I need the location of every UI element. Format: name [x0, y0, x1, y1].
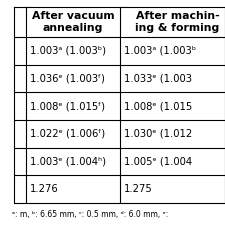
- Text: 1.022ᵉ (1.006ᶠ): 1.022ᵉ (1.006ᶠ): [30, 129, 105, 139]
- Text: 1.003ᵃ (1.003ᵇ: 1.003ᵃ (1.003ᵇ: [124, 46, 196, 56]
- Text: After machin-
ing & forming: After machin- ing & forming: [135, 11, 220, 33]
- Text: 1.008ᵉ (1.015: 1.008ᵉ (1.015: [124, 101, 192, 111]
- Text: ᵃ: m, ᵇ: 6.65 mm, ᶜ: 0.5 mm, ᵈ: 6.0 mm, ᵉ:: ᵃ: m, ᵇ: 6.65 mm, ᶜ: 0.5 mm, ᵈ: 6.0 mm, …: [12, 209, 168, 218]
- Text: 1.033ᵉ (1.003: 1.033ᵉ (1.003: [124, 74, 192, 83]
- Text: 1.003ᵉ (1.004ʰ): 1.003ᵉ (1.004ʰ): [30, 157, 106, 166]
- Text: 1.008ᵉ (1.015ᶠ): 1.008ᵉ (1.015ᶠ): [30, 101, 105, 111]
- Text: After vacuum
annealing: After vacuum annealing: [32, 11, 114, 33]
- Text: 1.036ᵉ (1.003ᶠ): 1.036ᵉ (1.003ᶠ): [30, 74, 105, 83]
- Text: 1.030ᵉ (1.012: 1.030ᵉ (1.012: [124, 129, 192, 139]
- Text: 1.005ᵉ (1.004: 1.005ᵉ (1.004: [124, 157, 192, 166]
- Text: 1.276: 1.276: [30, 184, 59, 194]
- Text: 1.275: 1.275: [124, 184, 153, 194]
- Text: 1.003ᵃ (1.003ᵇ): 1.003ᵃ (1.003ᵇ): [30, 46, 106, 56]
